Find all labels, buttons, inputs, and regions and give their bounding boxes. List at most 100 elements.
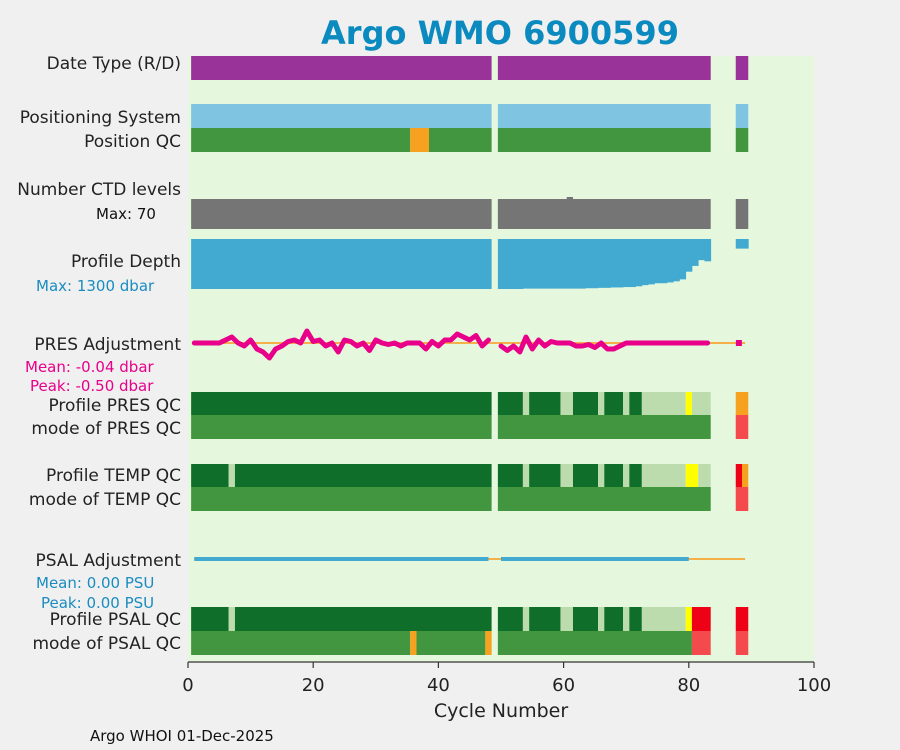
segment-profile-pres-qc-12: [691, 392, 711, 415]
label-pres-adjustment: PRES Adjustment: [34, 335, 181, 355]
depth-bar-50: [497, 239, 505, 289]
segment-mode-pres-qc-1: [497, 415, 711, 439]
depth-bar-54: [522, 239, 530, 289]
segment-position-qc-3: [497, 128, 711, 152]
depth-bar-80: [685, 239, 693, 272]
segment-profile-temp-qc-2: [234, 464, 492, 487]
segment-profile-psal-qc-11: [629, 607, 642, 631]
segment-profile-pres-qc-13: [735, 392, 749, 415]
segment-date-type-1: [497, 56, 711, 80]
x-tick-label-0: 0: [182, 675, 193, 696]
segment-profile-temp-qc-8: [598, 464, 605, 487]
segment-profile-pres-qc-0: [191, 392, 492, 415]
segment-profile-temp-qc-10: [623, 464, 630, 487]
segment-profile-temp-qc-4: [522, 464, 530, 487]
depth-bar-76: [660, 239, 668, 284]
segment-profile-pres-qc-8: [623, 392, 630, 415]
segment-ctd-levels-0: [191, 199, 492, 229]
segment-mode-temp-qc-2: [735, 487, 749, 511]
pres-adjustment-line-0: [191, 328, 491, 361]
ctd-level-speck: [566, 197, 573, 199]
depth-bar-70: [623, 239, 630, 288]
segment-date-type-2: [735, 56, 749, 80]
label-profile-depth: Profile Depth: [71, 252, 181, 272]
segment-profile-temp-qc-5: [529, 464, 561, 487]
segment-profile-pres-qc-11: [685, 392, 692, 415]
x-tick-label-100: 100: [797, 675, 831, 696]
segment-position-qc-1: [410, 128, 430, 152]
label-profile-psal-qc: Profile PSAL QC: [50, 610, 181, 630]
label-position-qc: Position QC: [84, 132, 181, 152]
depth-bar-53: [516, 239, 524, 289]
label-date-type: Date Type (R/D): [47, 54, 181, 74]
segment-profile-temp-qc-11: [629, 464, 642, 487]
pres-peak-label: Peak: -0.50 dbar: [30, 377, 154, 395]
segment-mode-pres-qc-2: [735, 415, 749, 439]
depth-bar-67: [604, 239, 611, 288]
x-ticks: 0 20 40 60 80 100: [182, 662, 831, 696]
segment-profile-psal-qc-6: [560, 607, 573, 631]
segment-mode-pres-qc-0: [191, 415, 492, 439]
depth-bar-68: [610, 239, 618, 288]
segment-profile-pres-qc-5: [572, 392, 599, 415]
segment-profile-pres-qc-9: [629, 392, 642, 415]
label-mode-pres-qc: mode of PRES QC: [31, 419, 181, 439]
label-profile-temp-qc: Profile TEMP QC: [46, 466, 181, 486]
chart-title: Argo WMO 6900599: [321, 14, 679, 52]
segment-profile-psal-qc-7: [572, 607, 599, 631]
segment-profile-psal-qc-12: [641, 607, 686, 631]
segment-date-type-0: [191, 56, 492, 80]
ctd-max-label: Max: 70: [96, 205, 156, 223]
segment-profile-psal-qc-1: [228, 607, 235, 631]
segment-profile-temp-qc-6: [560, 464, 573, 487]
segment-profile-psal-qc-15: [735, 607, 749, 631]
depth-max-label: Max: 1300 dbar: [36, 277, 155, 295]
segment-profile-temp-qc-15: [735, 464, 743, 487]
segment-profile-psal-qc-2: [234, 607, 492, 631]
status-marks: [191, 56, 749, 655]
segment-profile-pres-qc-6: [598, 392, 605, 415]
pres-adjustment-point-2: [735, 340, 742, 346]
x-tick-label-20: 20: [302, 675, 325, 696]
segment-profile-psal-qc-5: [529, 607, 561, 631]
label-mode-psal-qc: mode of PSAL QC: [32, 634, 181, 654]
depth-bar-72: [635, 239, 643, 287]
segment-profile-pres-qc-3: [529, 392, 561, 415]
depth-bar-51: [504, 239, 511, 289]
segment-profile-psal-qc-4: [522, 607, 530, 631]
depth-bar-89: [742, 239, 749, 249]
x-tick-label-60: 60: [552, 675, 575, 696]
segment-profile-pres-qc-4: [560, 392, 573, 415]
segment-profile-psal-qc-0: [191, 607, 229, 631]
segment-profile-pres-qc-7: [604, 392, 624, 415]
pres-mean-label: Mean: -0.04 dbar: [25, 358, 155, 376]
segment-profile-temp-qc-14: [698, 464, 711, 487]
depth-bar-56: [535, 239, 543, 289]
depth-bar-78: [673, 239, 680, 282]
depth-bar-62: [572, 239, 580, 289]
depth-bar-71: [629, 239, 636, 288]
depth-bar-74: [648, 239, 655, 285]
segment-positioning-2: [735, 104, 749, 128]
depth-bar-64: [585, 239, 593, 289]
depth-bar-66: [598, 239, 605, 288]
pres-adjustment-line-1: [498, 334, 711, 355]
segment-mode-temp-qc-0: [191, 487, 492, 511]
segment-mode-psal-qc-0: [191, 631, 411, 655]
x-tick-label-40: 40: [427, 675, 450, 696]
label-positioning-system: Positioning System: [20, 108, 181, 128]
segment-mode-psal-qc-5: [691, 631, 711, 655]
segment-positioning-0: [191, 104, 492, 128]
segment-mode-psal-qc-4: [497, 631, 692, 655]
depth-bar-81: [691, 239, 699, 266]
depth-bar-55: [529, 239, 536, 289]
label-number-ctd-levels: Number CTD levels: [17, 180, 181, 200]
segment-profile-psal-qc-3: [497, 607, 523, 631]
depth-bar-59: [554, 239, 561, 289]
segment-mode-temp-qc-1: [497, 487, 711, 511]
segment-profile-pres-qc-10: [641, 392, 686, 415]
segment-profile-temp-qc-1: [228, 464, 235, 487]
segment-profile-temp-qc-13: [685, 464, 699, 487]
segment-profile-pres-qc-2: [522, 392, 530, 415]
